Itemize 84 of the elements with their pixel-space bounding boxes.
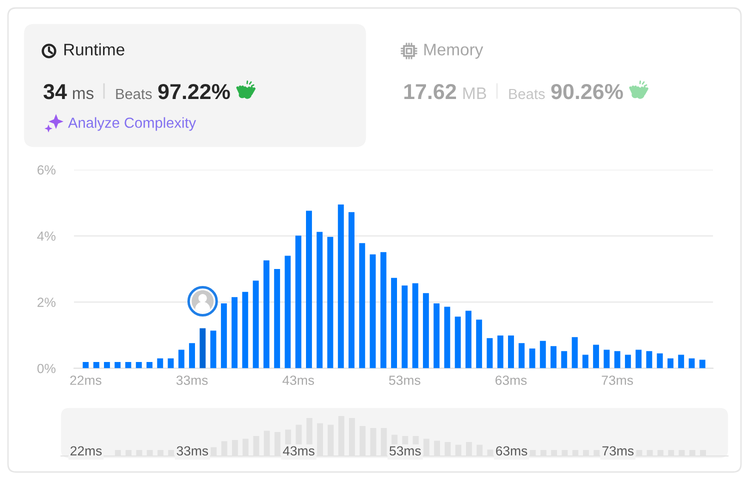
bar [125,362,132,368]
bar [593,344,600,368]
bar [402,286,408,368]
bar [486,338,493,368]
x-tick-label: 33ms [176,446,208,456]
y-tick-label: 4% [37,232,56,241]
bar [93,362,100,368]
text: Runtime [64,43,124,56]
text: 34 [43,84,67,100]
x-tick-label: 43ms [282,376,314,385]
bar [646,351,652,368]
bar [220,303,227,368]
bar [274,269,280,368]
bar [529,348,536,368]
bar [252,280,259,368]
bar [636,350,642,368]
bar [232,297,238,368]
text: 17.62 [404,84,456,100]
x-tick-label: 53ms [390,446,421,456]
bar [604,350,610,368]
bar [82,362,89,368]
x-tick-label: 53ms [389,376,420,385]
bar [136,362,142,368]
bar [582,354,588,368]
bar [540,340,546,368]
y-tick-label: 0% [37,364,56,374]
x-tick-label: 63ms [496,376,527,385]
bar [189,343,195,368]
bar [359,243,366,368]
bar [306,210,312,368]
text: MB [463,88,486,99]
x-tick-label: 73ms [602,446,634,456]
bar [200,328,206,368]
bar [476,320,482,368]
bar [391,278,398,368]
bar [327,236,334,368]
x-tick-label: 33ms [176,376,208,385]
text: Memory [424,44,484,59]
bar [242,292,248,368]
bar [295,236,302,368]
text: 90.26% [551,84,623,100]
text: Beats [509,88,545,100]
x-tick-label: 63ms [496,446,528,456]
x-tick-label: 73ms [602,376,633,385]
text: ms [72,90,94,100]
bar [422,293,429,368]
bar [178,350,184,368]
bar [454,316,461,368]
bar [550,346,556,368]
bar [465,310,472,368]
bar [157,358,164,368]
bar [146,362,152,368]
x-tick-label: 22ms [70,446,102,456]
bar [114,362,121,368]
bar [380,252,386,368]
bar [338,204,344,368]
bar [210,330,216,368]
bar [412,283,418,368]
x-tick-label: 43ms [282,446,314,456]
bar [497,336,504,368]
y-tick-label: 2% [38,298,56,307]
bar [518,343,525,368]
x-tick-label: 22ms [70,376,102,385]
bar [699,360,706,368]
y-tick-label: 6% [38,165,56,175]
bar [624,354,631,368]
bar [667,358,674,368]
bar [263,260,270,368]
text: Beats [116,88,152,100]
bar [316,232,323,368]
bar [508,336,514,368]
bar [104,362,110,368]
bar [561,351,568,368]
bar [434,303,440,368]
bar [348,212,354,368]
text: 97.22% [158,84,230,100]
bar [678,354,684,368]
text: Analyze Complexity [68,117,196,131]
bar [284,256,291,368]
bar [656,353,663,368]
bar [444,306,450,368]
bar [572,337,578,368]
bar [370,254,376,368]
bar [614,351,620,368]
